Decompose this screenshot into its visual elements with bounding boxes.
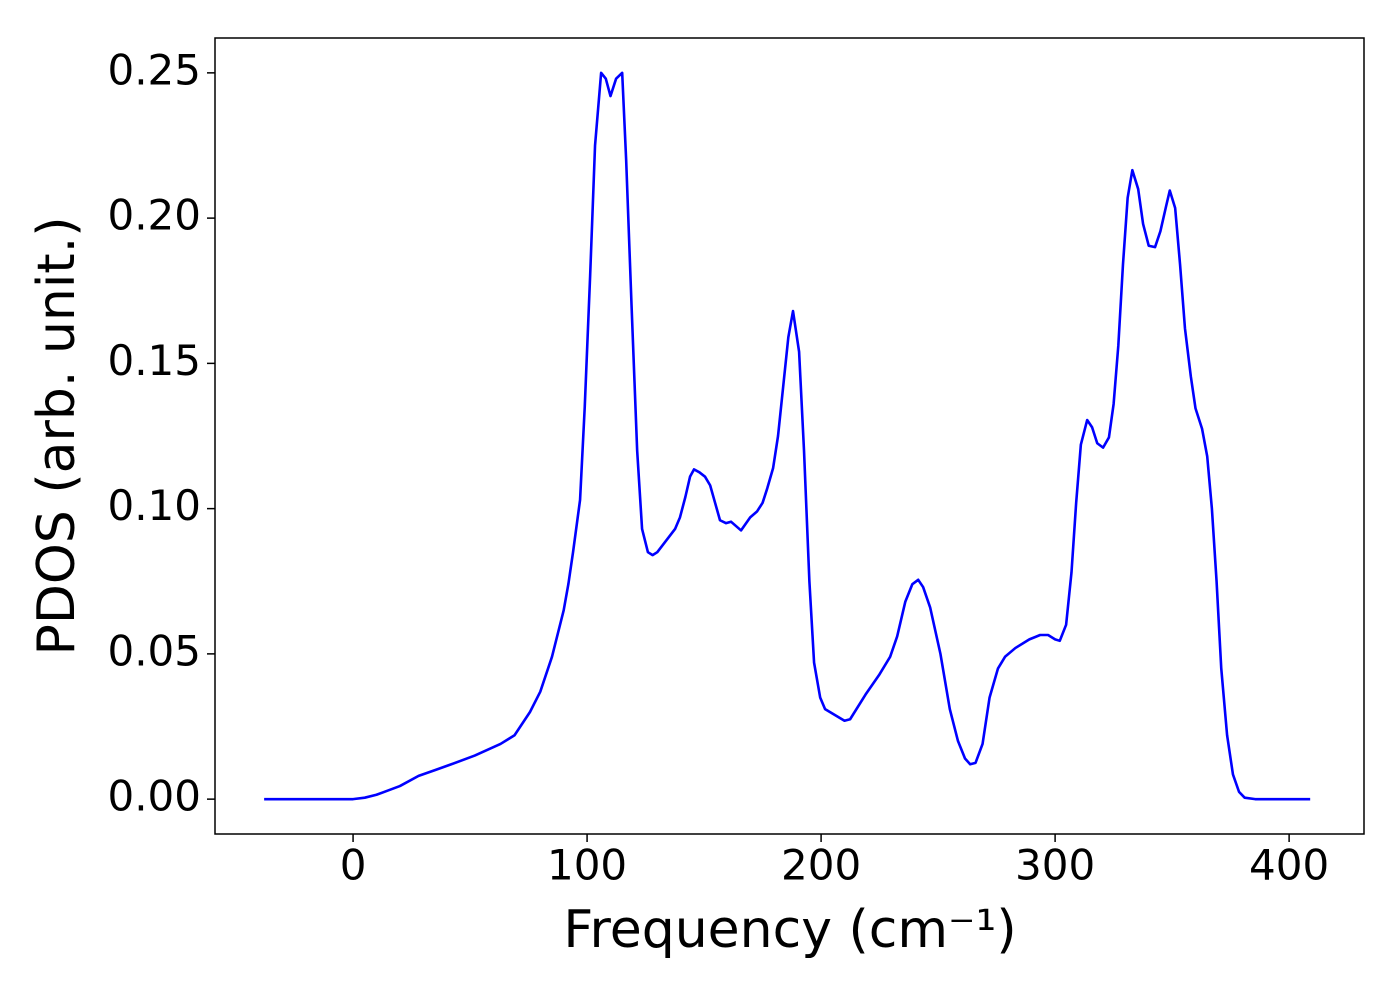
- data-line: [264, 71, 1311, 801]
- x-tick-label: 0: [340, 841, 367, 890]
- y-tick-label: 0.10: [107, 481, 201, 530]
- y-tick-label: 0.15: [107, 336, 201, 385]
- y-tick-label: 0.20: [107, 191, 201, 240]
- x-tick-label: 100: [547, 841, 627, 890]
- x-tick-label: 200: [781, 841, 861, 890]
- plot-frame: [214, 37, 1365, 835]
- y-axis-label: PDOS (arb. unit.): [27, 216, 87, 655]
- x-tick-label: 400: [1249, 841, 1329, 890]
- x-axis-label: Frequency (cm⁻¹): [563, 900, 1016, 960]
- y-tick-label: 0.00: [107, 772, 201, 821]
- y-tick-label: 0.25: [107, 45, 201, 94]
- x-tick-label: 300: [1015, 841, 1095, 890]
- y-tick-label: 0.05: [107, 626, 201, 675]
